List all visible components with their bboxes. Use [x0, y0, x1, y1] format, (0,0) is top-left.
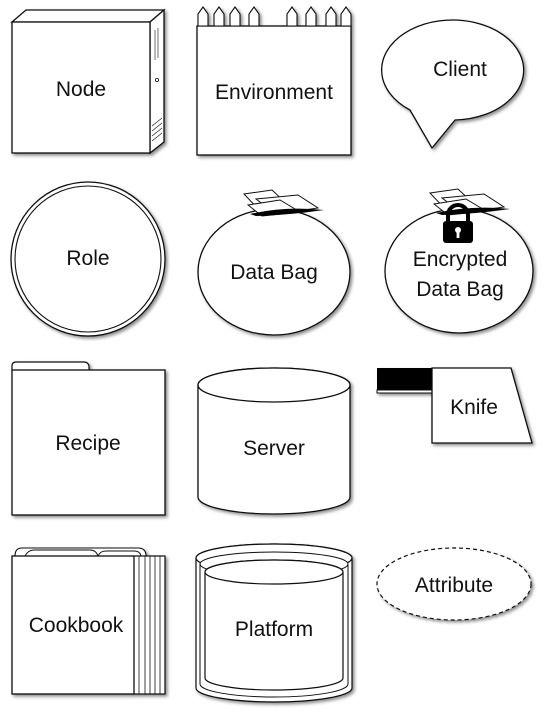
knife-label: Knife — [450, 396, 498, 419]
server-shape — [197, 367, 351, 515]
cookbook-label: Cookbook — [29, 614, 124, 637]
encrypted-data-bag-label-line1: Encrypted — [413, 248, 508, 271]
node-label: Node — [56, 78, 106, 101]
data-bag-shape — [197, 189, 351, 336]
environment-label: Environment — [215, 81, 333, 104]
attribute-label: Attribute — [415, 574, 493, 597]
environment-shape — [196, 6, 352, 156]
data-bag-label: Data Bag — [230, 261, 318, 284]
encrypted-data-bag-shape — [384, 188, 534, 334]
server-label: Server — [243, 437, 305, 460]
client-shape — [381, 19, 525, 149]
role-shape — [10, 181, 166, 337]
knife-handle — [377, 368, 432, 390]
platform-shape — [195, 543, 353, 703]
platform-label: Platform — [235, 618, 313, 641]
role-label: Role — [66, 247, 109, 270]
recipe-label: Recipe — [55, 432, 120, 455]
encrypted-data-bag-label-line2: Data Bag — [416, 278, 504, 301]
cookbook-shape — [11, 547, 166, 695]
knife-shape — [376, 367, 533, 444]
recipe-shape — [11, 361, 166, 516]
node-shape — [10, 8, 166, 155]
knife-blade — [431, 367, 533, 444]
attribute-shape — [376, 547, 532, 621]
padlock-icon — [443, 203, 473, 243]
client-label: Client — [433, 58, 487, 81]
